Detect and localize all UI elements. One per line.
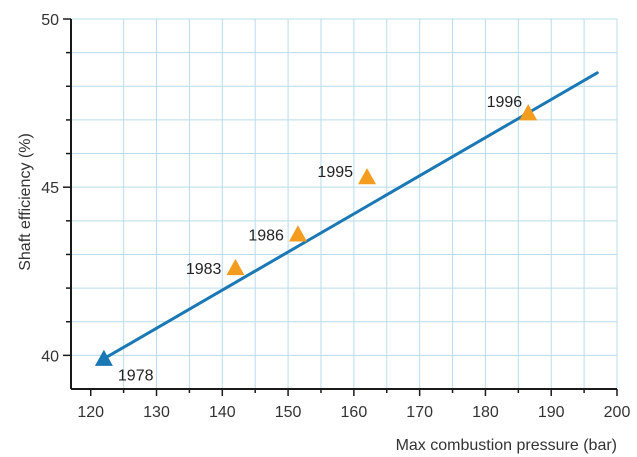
point-label: 1986 [248, 227, 284, 244]
axes [63, 18, 618, 396]
x-tick-label: 130 [143, 404, 170, 421]
triangle-marker [288, 225, 307, 242]
point-label: 1995 [317, 164, 353, 181]
triangle-marker [94, 349, 113, 366]
x-tick-label: 180 [472, 404, 499, 421]
data-points: 1978 1983 1986 1995 1996 [94, 94, 538, 385]
triangle-marker [519, 104, 538, 121]
x-tick-label: 150 [275, 404, 302, 421]
x-tick-label: 160 [341, 404, 368, 421]
triangle-marker [358, 168, 377, 185]
x-tick-label: 140 [209, 404, 236, 421]
x-tick-label: 190 [538, 404, 565, 421]
y-axis-title: Shaft efficiency (%) [17, 133, 34, 271]
trendline-group [102, 71, 599, 361]
triangle-marker [226, 258, 245, 276]
point-label: 1996 [487, 94, 523, 111]
point-label: 1983 [186, 261, 222, 278]
y-tick-label: 45 [41, 180, 59, 197]
tick-labels: 40 45 50 120 130 140 150 160 170 180 190 200 [41, 12, 630, 421]
point-label: 1978 [118, 368, 154, 385]
y-tick-label: 40 [41, 348, 59, 365]
x-axis-title: Max combustion pressure (bar) [396, 437, 617, 454]
x-tick-label: 200 [604, 404, 631, 421]
x-tick-label: 120 [77, 404, 104, 421]
x-tick-label: 170 [406, 404, 433, 421]
y-tick-label: 50 [41, 12, 59, 29]
trendline [102, 71, 599, 361]
grid [71, 18, 618, 389]
